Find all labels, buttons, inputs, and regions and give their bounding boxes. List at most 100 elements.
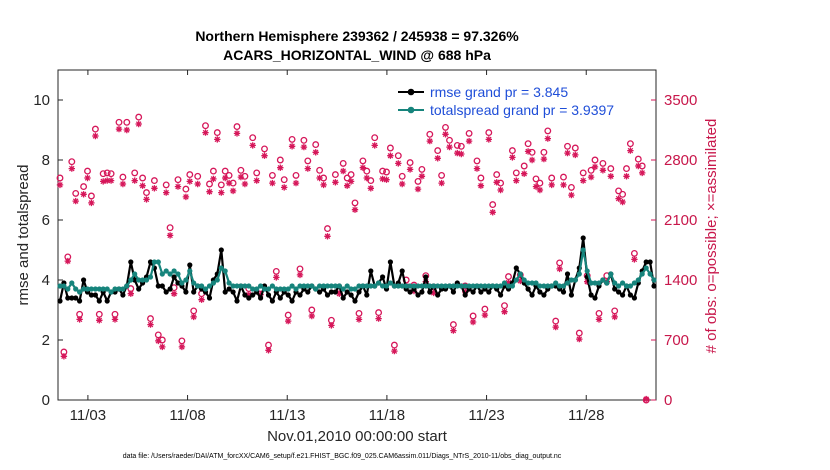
totalspread-point bbox=[289, 283, 295, 289]
obs-possible-marker bbox=[630, 249, 638, 257]
obs-assimilated-marker bbox=[513, 177, 520, 184]
rmse-point bbox=[69, 295, 75, 301]
obs-possible-marker bbox=[292, 171, 300, 179]
totalspread-point bbox=[356, 283, 362, 289]
totalspread-point bbox=[560, 283, 567, 289]
obs-possible-marker bbox=[477, 174, 485, 182]
rmse-point bbox=[399, 268, 405, 274]
obs-assimilated-marker bbox=[497, 186, 504, 194]
totalspread-point bbox=[84, 286, 91, 292]
obs-assimilated-marker bbox=[312, 149, 319, 156]
obs-assimilated-marker bbox=[336, 290, 343, 297]
totalspread-point bbox=[557, 283, 563, 289]
obs-assimilated-marker bbox=[285, 317, 292, 325]
obs-possible-marker bbox=[619, 190, 627, 198]
totalspread-point bbox=[383, 283, 390, 289]
obs-assimilated-marker bbox=[489, 209, 496, 216]
totalspread-point bbox=[498, 283, 504, 289]
totalspread-point bbox=[348, 286, 354, 292]
obs-assimilated-marker bbox=[115, 125, 123, 133]
totalspread-point bbox=[147, 274, 154, 280]
rmse-point bbox=[222, 289, 228, 295]
obs-assimilated-marker bbox=[536, 186, 544, 194]
obs-assimilated-marker bbox=[560, 181, 567, 189]
totalspread-point bbox=[309, 283, 315, 289]
totalspread-point bbox=[206, 283, 213, 289]
obs-possible-marker bbox=[489, 201, 497, 209]
rmse-point bbox=[529, 292, 535, 298]
legend-box bbox=[396, 82, 651, 122]
y-right-tick-label: 2100 bbox=[664, 212, 697, 229]
totalspread-point bbox=[454, 283, 460, 289]
obs-assimilated-marker bbox=[623, 173, 630, 180]
totalspread-point bbox=[96, 286, 102, 292]
obs-assimilated-marker bbox=[521, 170, 528, 177]
totalspread-point bbox=[124, 283, 130, 289]
rmse-point bbox=[120, 292, 126, 298]
obs-assimilated-marker bbox=[210, 175, 217, 183]
obs-possible-marker bbox=[233, 123, 241, 131]
y-left-tick-label: 10 bbox=[33, 92, 50, 109]
rmse-point bbox=[627, 292, 634, 298]
rmse-point bbox=[450, 289, 456, 295]
obs-assimilated-marker bbox=[422, 278, 429, 285]
obs-possible-marker bbox=[87, 192, 95, 200]
totalspread-point bbox=[431, 283, 437, 289]
totalspread-point bbox=[269, 283, 275, 289]
obs-assimilated-marker bbox=[229, 187, 237, 195]
obs-assimilated-marker bbox=[611, 313, 618, 321]
obs-possible-marker bbox=[56, 174, 64, 182]
rmse-point bbox=[478, 289, 484, 295]
rmse-point bbox=[285, 292, 291, 298]
totalspread-point bbox=[612, 280, 618, 286]
obs-assimilated-marker bbox=[580, 177, 587, 184]
obs-assimilated-marker bbox=[56, 181, 64, 189]
x-tick-label: 11/03 bbox=[70, 407, 106, 424]
obs-possible-marker bbox=[339, 159, 347, 167]
totalspread-point bbox=[627, 283, 634, 289]
totalspread-point bbox=[77, 289, 83, 295]
rmse-point bbox=[317, 289, 323, 295]
totalspread-point bbox=[187, 268, 193, 274]
obs-assimilated-marker bbox=[107, 177, 115, 184]
totalspread-point bbox=[273, 286, 279, 292]
totalspread-point bbox=[596, 280, 602, 286]
obs-assimilated-marker bbox=[387, 152, 394, 159]
rmse-point bbox=[167, 286, 173, 292]
totalspread-point bbox=[517, 271, 523, 277]
obs-assimilated-marker bbox=[643, 395, 650, 403]
totalspread-point bbox=[505, 283, 512, 289]
rmse-point bbox=[380, 274, 386, 280]
totalspread-point bbox=[364, 283, 370, 289]
obs-assimilated-marker bbox=[379, 175, 386, 183]
x-tick-label: 11/18 bbox=[369, 407, 405, 424]
obs-assimilated-marker bbox=[552, 323, 559, 331]
totalspread-point bbox=[564, 280, 571, 286]
totalspread-point bbox=[222, 268, 228, 274]
rmse-point bbox=[462, 292, 468, 298]
rmse-point bbox=[580, 235, 586, 241]
rmse-point bbox=[616, 289, 622, 295]
y-right-tick-label: 3500 bbox=[664, 92, 697, 109]
obs-assimilated-marker bbox=[159, 343, 166, 351]
obs-possible-marker bbox=[587, 166, 595, 174]
totalspread-point bbox=[592, 280, 598, 286]
obs-assimilated-marker bbox=[406, 166, 414, 173]
obs-possible-marker bbox=[217, 181, 225, 189]
rmse-point bbox=[387, 259, 393, 265]
obs-possible-marker bbox=[564, 142, 571, 150]
totalspread-point bbox=[120, 286, 126, 292]
legend-rmse-label: rmse grand pr = 3.845 bbox=[430, 84, 568, 100]
obs-assimilated-marker bbox=[186, 178, 193, 185]
rmse-point bbox=[356, 289, 362, 295]
obs-assimilated-marker bbox=[96, 317, 103, 324]
obs-possible-marker bbox=[162, 181, 170, 189]
obs-possible-marker bbox=[591, 156, 599, 164]
totalspread-point bbox=[458, 283, 464, 289]
y-right-tick-label: 1400 bbox=[664, 272, 697, 289]
obs-possible-marker bbox=[72, 189, 80, 197]
rmse-point bbox=[57, 298, 63, 304]
totalspread-point bbox=[100, 286, 106, 292]
rmse-point bbox=[568, 292, 575, 298]
